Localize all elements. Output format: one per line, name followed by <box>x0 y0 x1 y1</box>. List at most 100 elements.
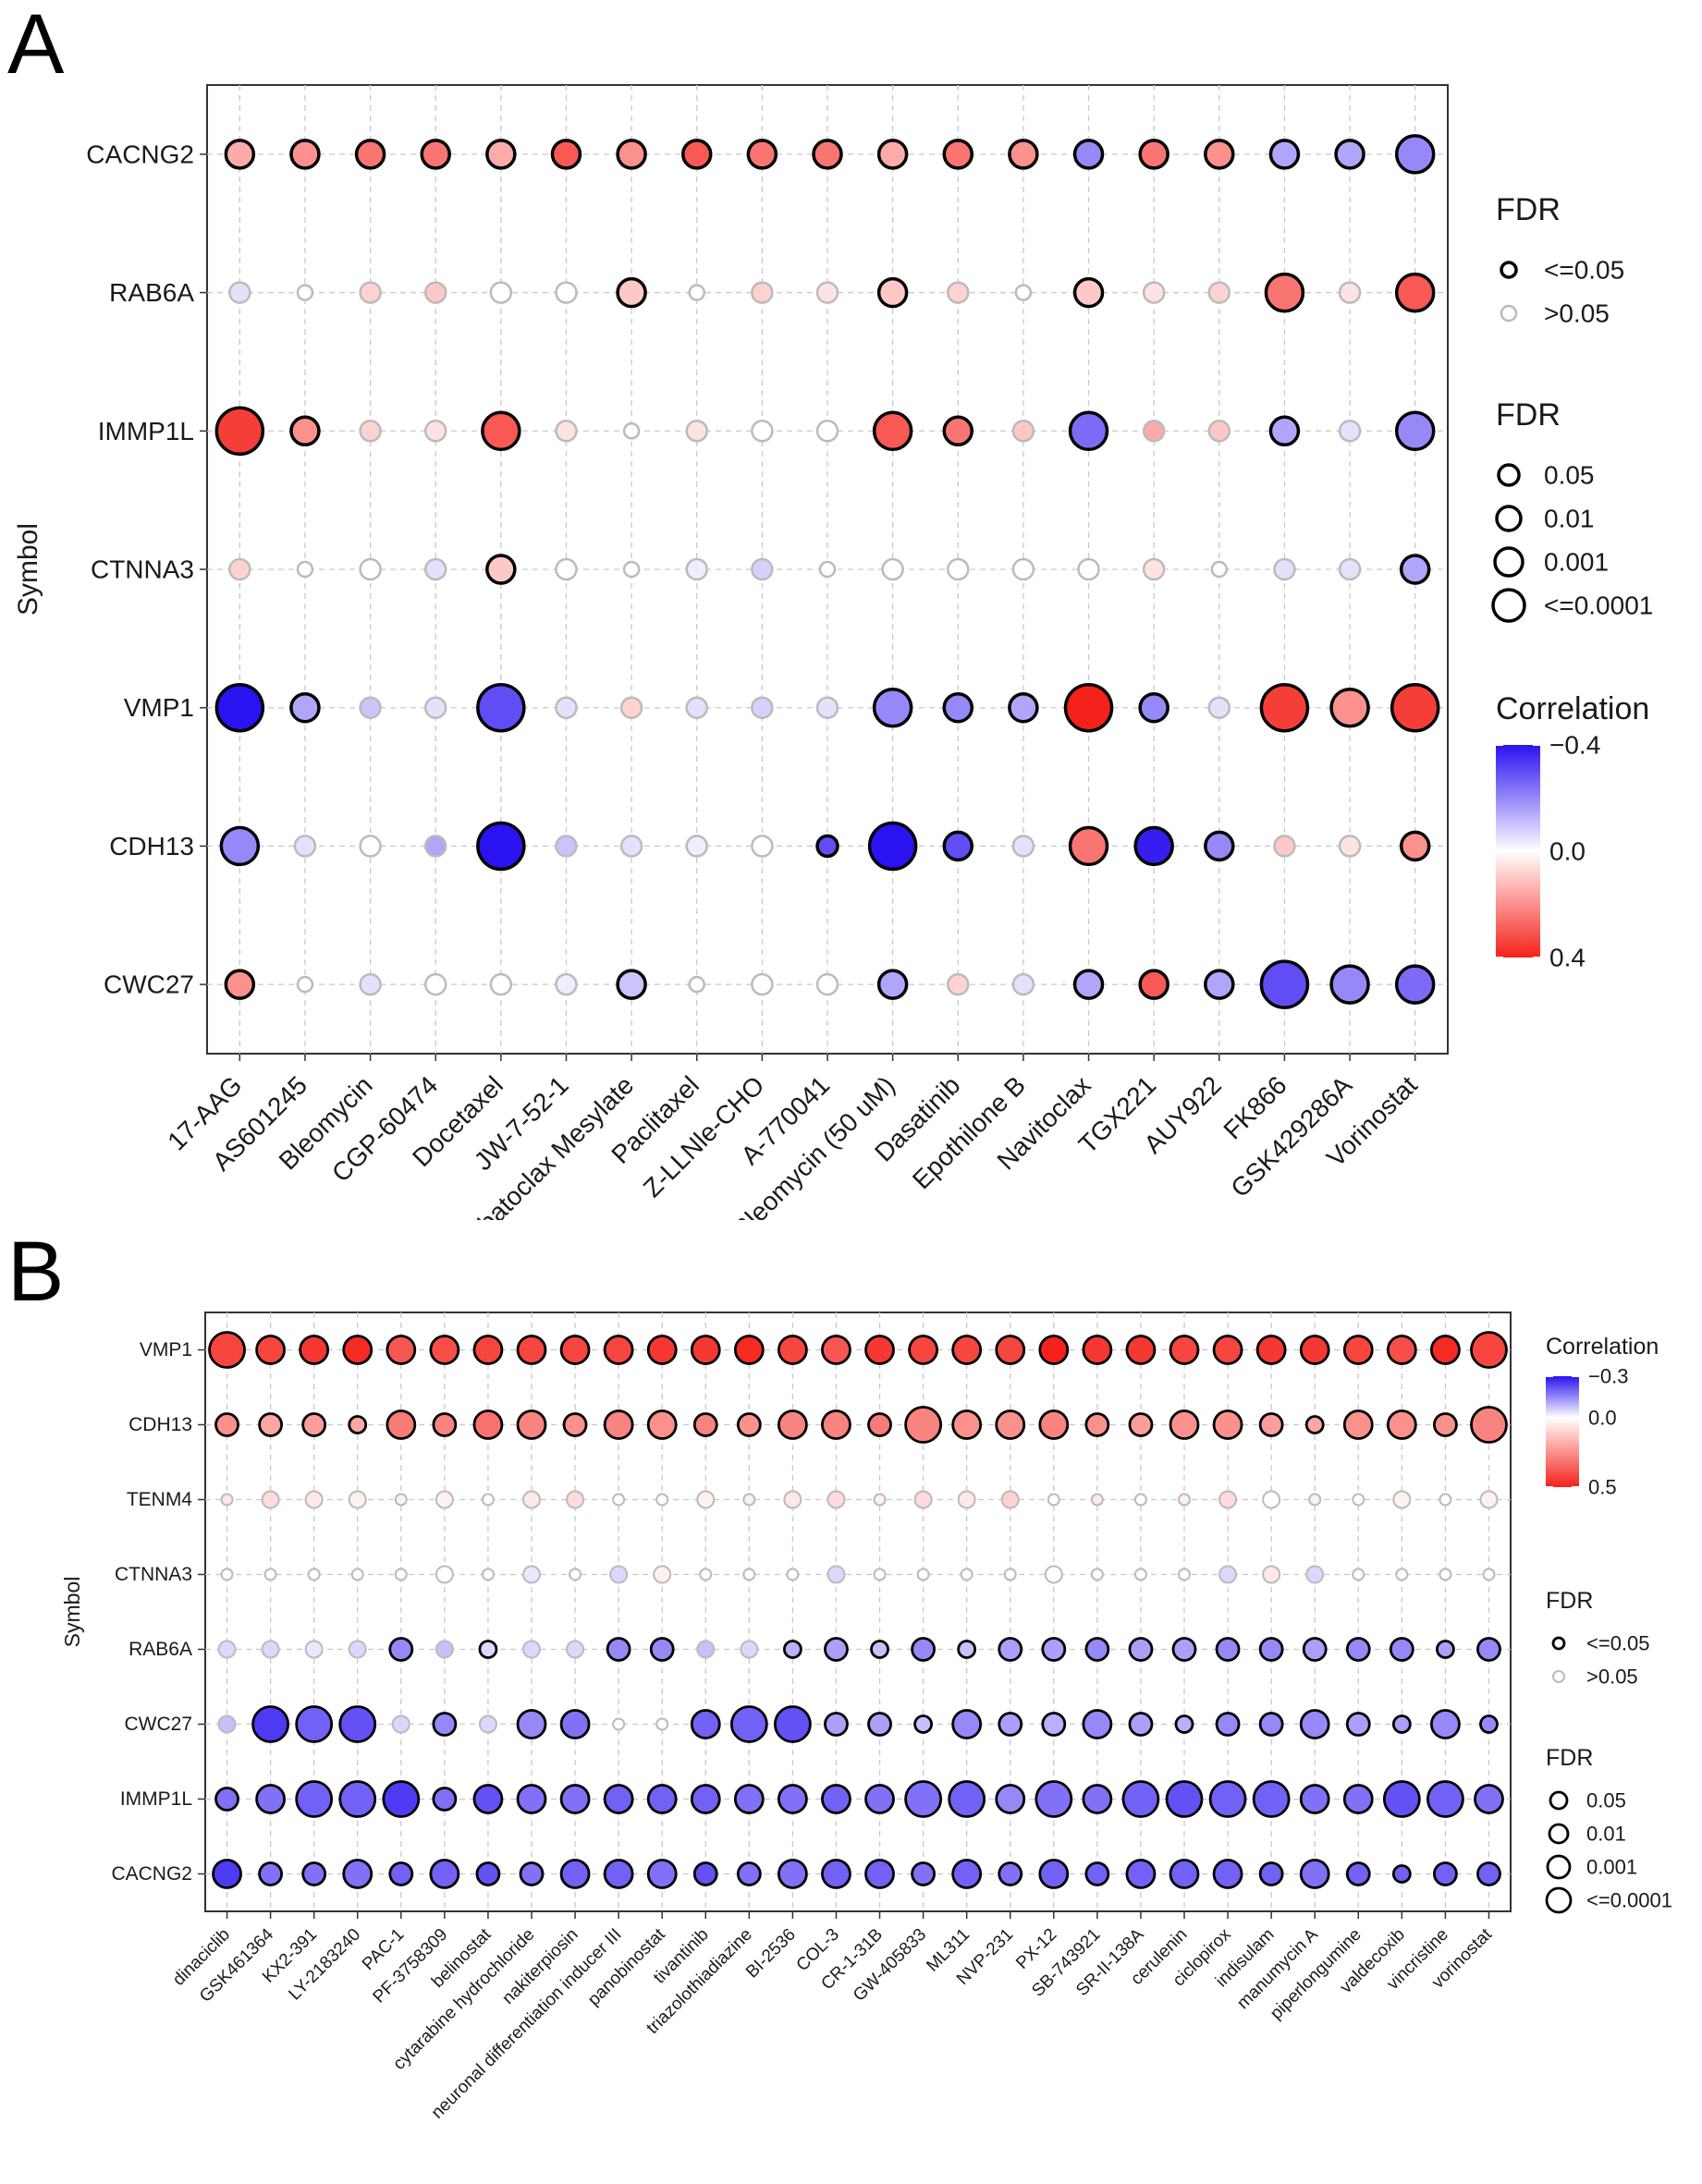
dot-vmp1-15 <box>1138 691 1169 724</box>
dot-cacng2-3 <box>354 139 386 170</box>
dot-cwc27-19 <box>998 1712 1023 1737</box>
dot-ctnna3-14 <box>1077 557 1100 581</box>
dot-ctnna3-8 <box>522 1565 541 1584</box>
dot-tenm4-14 <box>783 1490 802 1509</box>
dot-cwc27-28 <box>1391 1714 1412 1734</box>
dot-cdh13-6 <box>432 1412 458 1437</box>
dot-immp1l-20 <box>1035 1780 1073 1818</box>
dot-cwc27-5 <box>489 972 513 996</box>
dot-rab6a-9 <box>751 281 774 304</box>
dot-tenm4-9 <box>566 1490 585 1509</box>
dot-cacng2-4 <box>420 139 451 170</box>
dot-vmp1-11 <box>872 687 913 728</box>
dot-rab6a-19 <box>998 1637 1023 1662</box>
dot-cacng2-18 <box>1334 139 1365 170</box>
y-axis-title: Symbol <box>13 523 43 616</box>
dot-cacng2-22 <box>1125 1859 1157 1889</box>
dot-cdh13-4 <box>423 835 447 858</box>
y-tick-label: TENM4 <box>127 1489 192 1510</box>
dot-cdh13-9 <box>751 835 774 858</box>
dot-cdh13-16 <box>1204 830 1235 862</box>
dot-ctnna3-17 <box>1273 557 1296 581</box>
dot-cdh13-13 <box>736 1412 762 1437</box>
legend-title-fdr-size: FDR <box>1546 1745 1593 1771</box>
dot-vmp1-18 <box>1329 687 1370 728</box>
dot-cacng2-10 <box>812 139 843 170</box>
dot-vmp1-12 <box>942 691 974 724</box>
dot-cwc27-16 <box>1204 969 1235 1000</box>
legend-label: 0.05 <box>1586 1789 1626 1812</box>
dot-cwc27-12 <box>947 972 970 996</box>
dot-immp1l-10 <box>603 1784 634 1814</box>
dot-tenm4-10 <box>612 1493 626 1507</box>
dot-ctnna3-4 <box>423 557 447 581</box>
dot-ctnna3-18 <box>960 1568 973 1581</box>
y-tick-label: IMMP1L <box>120 1788 192 1810</box>
dot-cacng2-7 <box>475 1861 501 1886</box>
dot-immp1l-18 <box>1338 420 1362 443</box>
colorbar-tick-label: −0.3 <box>1588 1365 1628 1388</box>
dot-vmp1-15 <box>821 1335 851 1365</box>
dot-ctnna3-2 <box>296 560 314 579</box>
dot-cwc27-1 <box>217 1714 237 1734</box>
dot-cacng2-19 <box>1394 134 1436 175</box>
dot-ctnna3-13 <box>1011 557 1035 581</box>
dot-rab6a-25 <box>1258 1637 1284 1662</box>
dot-cdh13-15 <box>1133 825 1174 867</box>
dot-vmp1-3 <box>359 696 382 719</box>
dot-cdh13-16 <box>867 1412 892 1437</box>
dot-rab6a-2 <box>296 284 314 301</box>
dot-ctnna3-20 <box>1044 1565 1063 1584</box>
dot-cwc27-24 <box>1215 1712 1241 1737</box>
dot-immp1l-11 <box>646 1784 678 1814</box>
dot-cdh13-17 <box>904 1406 942 1444</box>
dot-cdh13-8 <box>516 1409 547 1440</box>
dot-cdh13-30 <box>1470 1406 1508 1444</box>
dot-ctnna3-12 <box>947 557 970 581</box>
dot-cwc27-18 <box>951 1709 983 1739</box>
dot-cwc27-17 <box>1259 959 1310 1009</box>
legend-title-fdr-significance: FDR <box>1496 192 1561 227</box>
legend-key-fdr-size <box>1495 505 1523 532</box>
dot-cdh13-18 <box>1338 835 1362 858</box>
dot-tenm4-28 <box>1392 1490 1412 1509</box>
dot-immp1l-11 <box>872 410 913 452</box>
dot-vmp1-30 <box>1470 1331 1508 1369</box>
dot-cwc27-13 <box>729 1705 768 1743</box>
dot-immp1l-12 <box>942 415 974 447</box>
dot-cdh13-8 <box>685 835 708 858</box>
dot-rab6a-6 <box>555 281 578 304</box>
y-tick-label: CTNNA3 <box>91 555 194 584</box>
dot-vmp1-7 <box>472 1335 504 1365</box>
dot-ctnna3-2 <box>263 1568 277 1581</box>
dot-vmp1-14 <box>778 1335 808 1365</box>
dot-cdh13-7 <box>472 1409 504 1440</box>
dot-cacng2-11 <box>646 1859 678 1889</box>
dot-tenm4-4 <box>348 1490 367 1509</box>
dot-immp1l-12 <box>690 1784 721 1814</box>
colorbar <box>1546 1376 1579 1487</box>
dot-tenm4-13 <box>742 1493 756 1507</box>
dot-rab6a-13 <box>1014 284 1033 301</box>
legend-label: >0.05 <box>1586 1665 1638 1689</box>
dot-cdh13-14 <box>778 1409 808 1440</box>
dot-rab6a-20 <box>1041 1637 1067 1662</box>
y-tick-label: CWC27 <box>104 970 194 999</box>
dot-vmp1-16 <box>864 1335 895 1365</box>
dot-cacng2-5 <box>485 139 517 170</box>
dot-cwc27-9 <box>559 1709 591 1739</box>
y-tick-label: RAB6A <box>109 278 194 307</box>
dot-immp1l-25 <box>1252 1780 1291 1818</box>
dot-immp1l-1 <box>214 406 265 457</box>
dot-tenm4-29 <box>1439 1493 1452 1507</box>
dot-rab6a-9 <box>566 1640 585 1659</box>
y-tick-label: CTNNA3 <box>115 1564 192 1585</box>
dot-vmp1-10 <box>815 696 839 719</box>
legend-key-fdr-size <box>1493 546 1524 578</box>
y-tick-label: VMP1 <box>140 1339 192 1360</box>
legend-title-fdr-size: FDR <box>1496 397 1561 433</box>
dot-rab6a-18 <box>957 1640 977 1659</box>
dot-cwc27-30 <box>1479 1714 1499 1734</box>
dot-cdh13-14 <box>1068 825 1109 867</box>
dot-cdh13-20 <box>1038 1409 1070 1440</box>
